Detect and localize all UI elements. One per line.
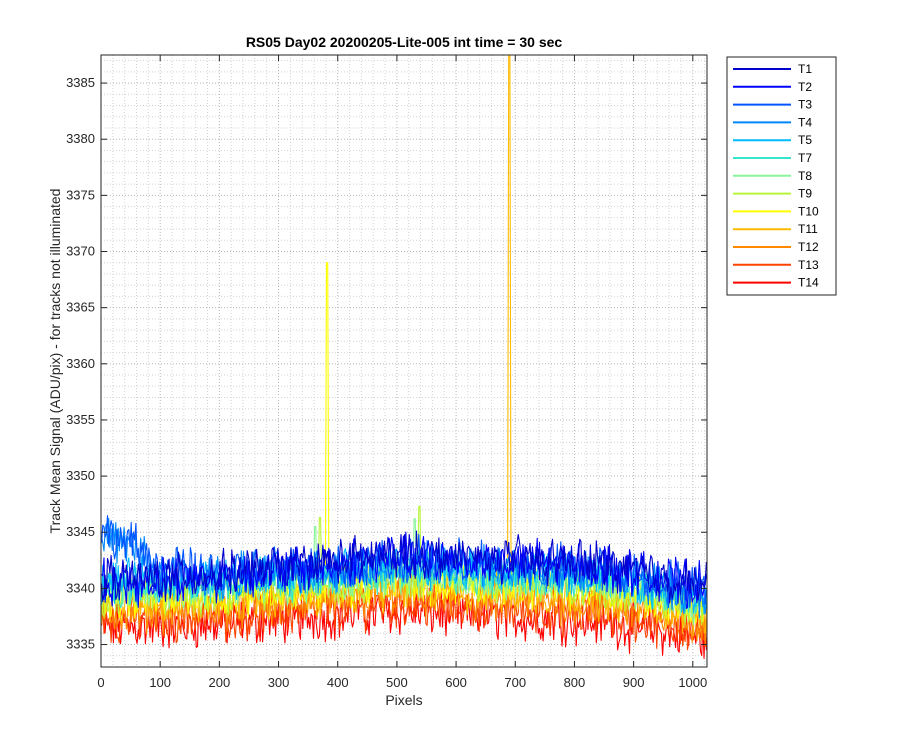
- series-layer: [101, 54, 707, 659]
- legend-label-t2: T2: [798, 80, 812, 94]
- legend-label-t4: T4: [798, 115, 812, 129]
- y-tick-label: 3385: [66, 75, 95, 90]
- x-tick-label: 100: [149, 675, 171, 690]
- series-line-t13: [101, 577, 707, 651]
- legend-label-t11: T11: [798, 222, 818, 236]
- legend-label-t8: T8: [798, 169, 812, 183]
- legend-label-t7: T7: [798, 151, 812, 165]
- legend-label-t12: T12: [798, 240, 819, 254]
- legend-label-t14: T14: [798, 276, 819, 290]
- series-line-t1: [101, 530, 707, 604]
- x-axis: 0 100 200 300 400 500 600 700 800 900 1000: [97, 55, 707, 690]
- plot-frame: [100, 54, 708, 668]
- y-tick-label: 3365: [66, 300, 95, 315]
- legend-label-t3: T3: [798, 98, 812, 112]
- y-axis-label: Track Mean Signal (ADU/pix) - for tracks…: [47, 189, 63, 534]
- x-tick-label: 400: [327, 675, 349, 690]
- y-tick-label: 3360: [66, 356, 95, 371]
- y-tick-label: 3370: [66, 244, 95, 259]
- x-tick-label: 900: [623, 675, 645, 690]
- chart-title: RS05 Day02 20200205-Lite-005 int time = …: [246, 34, 563, 50]
- legend-label-t5: T5: [798, 133, 812, 147]
- y-axis: 3335 3340 3345 3350 3355 3360 3365 3370 3375 3380…: [66, 75, 707, 652]
- legend-label-t1: T1: [798, 62, 812, 76]
- x-tick-label: 300: [268, 675, 290, 690]
- x-tick-label: 700: [504, 675, 526, 690]
- y-tick-label: 3375: [66, 187, 95, 202]
- y-tick-label: 3340: [66, 580, 95, 595]
- legend: T1 T2 T3 T4 T5 T7 T8 T9 T10 T11 T12 T13 T14: [726, 56, 837, 296]
- x-tick-label: 500: [386, 675, 408, 690]
- y-tick-label: 3345: [66, 524, 95, 539]
- y-tick-label: 3355: [66, 412, 95, 427]
- x-tick-label: 800: [564, 675, 586, 690]
- x-tick-label: 200: [209, 675, 231, 690]
- legend-label-t9: T9: [798, 187, 812, 201]
- legend-label-t10: T10: [798, 204, 819, 218]
- x-tick-label: 1000: [678, 675, 707, 690]
- x-tick-label: 600: [445, 675, 467, 690]
- y-tick-label: 3380: [66, 131, 95, 146]
- x-tick-label: 0: [97, 675, 104, 690]
- y-tick-label: 3335: [66, 637, 95, 652]
- legend-label-t13: T13: [798, 258, 819, 272]
- y-tick-label: 3350: [66, 468, 95, 483]
- x-axis-label: Pixels: [385, 692, 422, 708]
